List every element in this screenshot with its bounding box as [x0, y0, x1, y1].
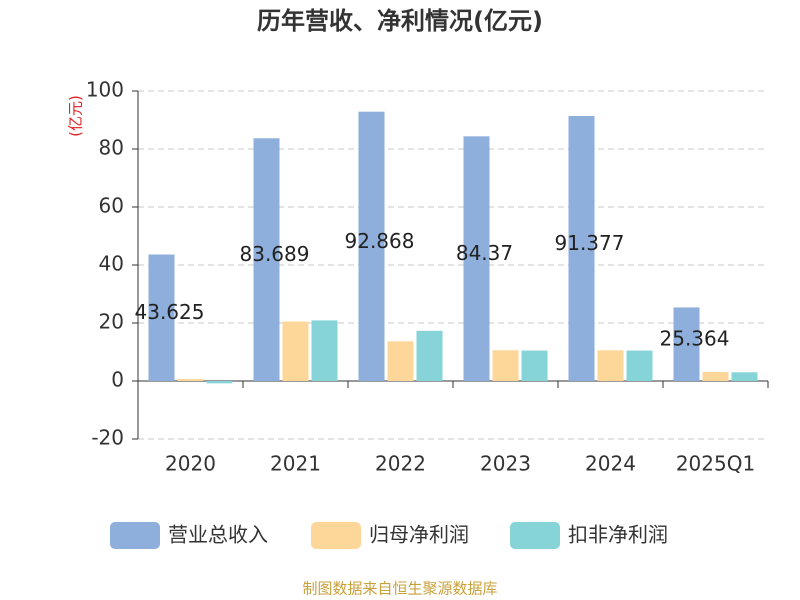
bar — [463, 136, 490, 381]
data-label: 91.377 — [555, 231, 625, 255]
legend-swatch — [311, 522, 361, 549]
bar — [148, 254, 175, 381]
bar — [521, 350, 548, 381]
bar — [253, 138, 280, 381]
data-label: 83.689 — [240, 242, 310, 266]
bar — [673, 307, 700, 381]
data-label: 25.364 — [660, 327, 730, 351]
x-tick-label: 2023 — [480, 452, 531, 476]
legend-label: 归母净利润 — [369, 523, 469, 547]
bar — [731, 372, 758, 381]
bar — [177, 378, 204, 381]
y-tick-label: 80 — [99, 136, 124, 160]
legend-swatch — [510, 522, 560, 549]
x-tick-label: 2021 — [270, 452, 321, 476]
data-label: 92.868 — [345, 229, 415, 253]
bar — [311, 320, 338, 381]
x-tick-label: 2020 — [165, 452, 216, 476]
x-tick-label: 2024 — [585, 452, 636, 476]
bar — [626, 350, 653, 381]
legend-swatch — [110, 522, 160, 549]
y-tick-label: 40 — [99, 252, 124, 276]
y-tick-label: 0 — [111, 368, 124, 392]
y-axis-label: (亿元) — [67, 95, 85, 137]
y-tick-label: 20 — [99, 310, 124, 334]
bar — [387, 341, 414, 381]
y-tick-label: 100 — [86, 78, 124, 102]
bar — [568, 116, 595, 381]
bar — [206, 381, 233, 384]
data-label: 84.37 — [456, 241, 513, 265]
y-tick-label: -20 — [91, 426, 124, 450]
bar — [282, 321, 309, 381]
x-tick-label: 2022 — [375, 452, 426, 476]
y-tick-label: 60 — [99, 194, 124, 218]
source-note: 制图数据来自恒生聚源数据库 — [302, 580, 497, 598]
bar — [597, 350, 624, 381]
data-label: 43.625 — [135, 300, 205, 324]
legend-label: 扣非净利润 — [568, 523, 668, 547]
bar — [492, 350, 519, 381]
bar — [702, 372, 729, 381]
bar — [358, 111, 385, 381]
bar — [416, 330, 443, 381]
legend-label: 营业总收入 — [168, 523, 268, 547]
chart-title: 历年营收、净利情况(亿元) — [257, 7, 543, 35]
x-tick-label: 2025Q1 — [676, 452, 755, 476]
